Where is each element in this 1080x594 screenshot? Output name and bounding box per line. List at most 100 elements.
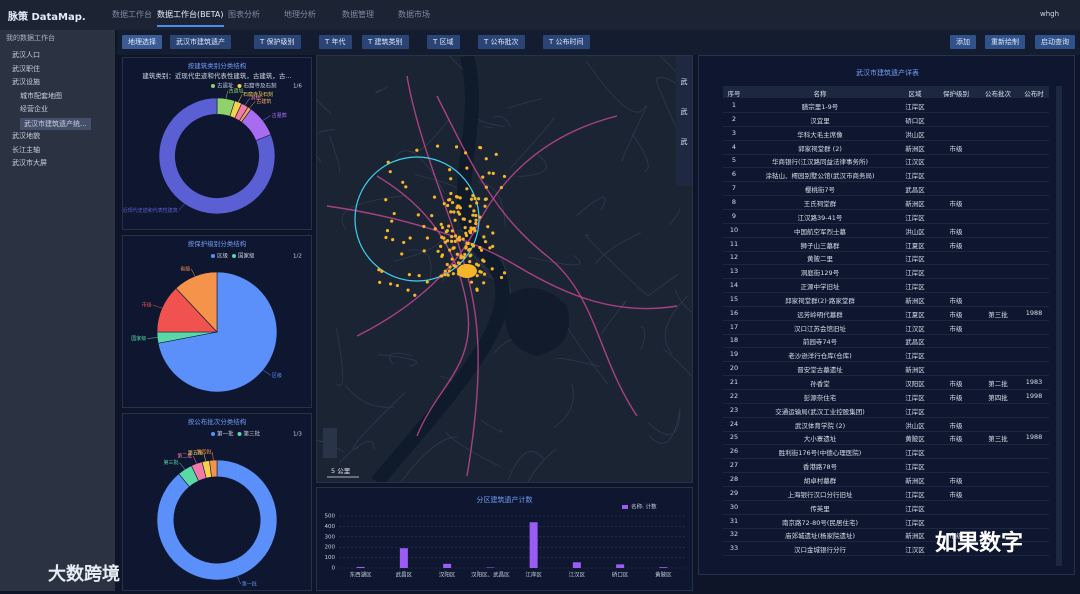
poi — [479, 270, 483, 274]
x-tick-label: 汉阳区 — [439, 571, 456, 579]
filter-button[interactable]: T 年代 — [319, 35, 352, 49]
column-header[interactable]: 名称 — [813, 90, 827, 98]
bar — [616, 564, 625, 568]
table-row — [723, 168, 1049, 183]
map-tool[interactable]: 武 — [681, 137, 688, 146]
metro-line — [356, 115, 618, 337]
filter-button[interactable]: 地理选择 — [122, 35, 162, 49]
filter-button[interactable]: 武汉市建筑遗产 — [170, 35, 231, 49]
column-header[interactable]: 序号 — [727, 90, 741, 98]
table-cell: 32 — [729, 530, 739, 539]
road — [507, 98, 542, 109]
filter-button[interactable]: T 公布时间 — [543, 35, 590, 49]
nav-tab[interactable]: 数据市场 — [398, 10, 430, 19]
table-cell: 狮子山三墓群 — [800, 241, 840, 250]
slice-label: 第一批 — [242, 580, 257, 587]
zoom-control[interactable] — [323, 428, 337, 458]
user[interactable]: whgh — [1040, 10, 1060, 18]
table-cell: 27 — [729, 461, 739, 470]
nav-tab[interactable]: 数据工作台(BETA) — [157, 9, 224, 27]
legend-page[interactable]: 1/2 — [293, 254, 302, 260]
nav-tab[interactable]: 数据工作台 — [112, 10, 152, 19]
poi — [408, 236, 412, 240]
tree-item[interactable]: 武汉地貌 — [12, 132, 40, 140]
map-tool[interactable]: 武 — [681, 77, 688, 86]
table-cell: 江岸区 — [905, 283, 925, 292]
table-cell: 市级 — [949, 144, 963, 153]
column-header[interactable]: 区域 — [908, 90, 922, 98]
poi — [447, 198, 451, 202]
legend-swatch — [211, 84, 215, 88]
poi — [433, 227, 437, 231]
poi — [484, 157, 488, 161]
action-button[interactable]: 重新绘制 — [985, 35, 1025, 49]
road — [631, 133, 649, 172]
watermark: 大数跨境 — [48, 564, 120, 585]
chart-title: 分区建筑遗产计数 — [477, 495, 533, 504]
table-row — [723, 473, 1049, 487]
table-cell: 洪山区 — [905, 227, 925, 236]
sidebar-title: 我的数据工作台 — [6, 34, 55, 42]
poi — [499, 185, 503, 190]
road — [378, 354, 418, 367]
poi — [463, 225, 467, 230]
filter-button[interactable]: T 区域 — [427, 35, 460, 49]
road — [576, 196, 606, 216]
tree-item[interactable]: 经营企业 — [20, 105, 48, 113]
table-row — [723, 390, 1049, 404]
table-cell: 市级 — [949, 421, 963, 430]
poi — [435, 144, 440, 148]
tree-item[interactable]: 城市配套地图 — [20, 91, 62, 100]
table-cell: 25 — [729, 433, 739, 442]
filter-button[interactable]: T 建筑类别 — [362, 35, 409, 49]
poi — [445, 239, 450, 243]
poi-cluster — [457, 264, 477, 278]
column-header[interactable]: 保护级别 — [943, 90, 969, 98]
legend-page[interactable]: 1/3 — [293, 432, 302, 438]
tree-item[interactable]: 武汉市大屏 — [12, 159, 47, 167]
poi — [464, 246, 468, 250]
table-cell: 第三批 — [988, 310, 1008, 319]
table-cell: 市级 — [949, 199, 963, 208]
filter-button[interactable]: T 保护级别 — [254, 35, 301, 49]
radius-circle — [354, 156, 480, 282]
column-header[interactable]: 公布时 — [1024, 90, 1044, 98]
leader-line — [152, 304, 163, 309]
column-header[interactable]: 公布批次 — [985, 90, 1011, 98]
road — [480, 419, 503, 433]
poi — [475, 287, 479, 291]
legend-page[interactable]: 1/6 — [293, 84, 302, 90]
poi — [474, 213, 478, 218]
nav-tab[interactable]: 地理分析 — [284, 10, 316, 19]
table-row — [723, 210, 1049, 224]
nav-tab[interactable]: 数据管理 — [342, 10, 374, 19]
poi — [439, 222, 443, 226]
tree-item[interactable]: 长江主轴 — [12, 145, 40, 154]
action-button[interactable]: 启动查询 — [1035, 35, 1075, 49]
poi — [471, 193, 475, 198]
map-tool[interactable]: 武 — [681, 107, 688, 116]
poi — [402, 240, 406, 245]
table-cell: 市级 — [949, 490, 963, 499]
slice-label: 近现代史迹和代表性建筑 — [123, 207, 178, 214]
road — [389, 352, 413, 365]
table-cell: 市级 — [949, 380, 963, 388]
poi — [413, 293, 417, 297]
table-header-bg — [723, 86, 1049, 98]
table-row — [723, 487, 1049, 501]
filter-button[interactable]: T 公布批次 — [478, 35, 525, 49]
x-tick-label: 江汉区 — [569, 571, 586, 579]
bar — [572, 562, 581, 568]
tree-item[interactable]: 武汉设施 — [12, 78, 40, 86]
table-cell: 江汉区 — [905, 158, 925, 167]
tree-item[interactable]: 武汉市建筑遗产统... — [20, 117, 91, 130]
tree-item[interactable]: 武汉职住 — [12, 64, 40, 73]
table-cell: 硚口区 — [905, 116, 925, 125]
tree-item[interactable]: 武汉人口 — [12, 51, 40, 59]
nav-tab[interactable]: 图表分析 — [228, 10, 260, 19]
action-button[interactable]: 添加 — [950, 35, 976, 49]
poi — [456, 210, 460, 214]
